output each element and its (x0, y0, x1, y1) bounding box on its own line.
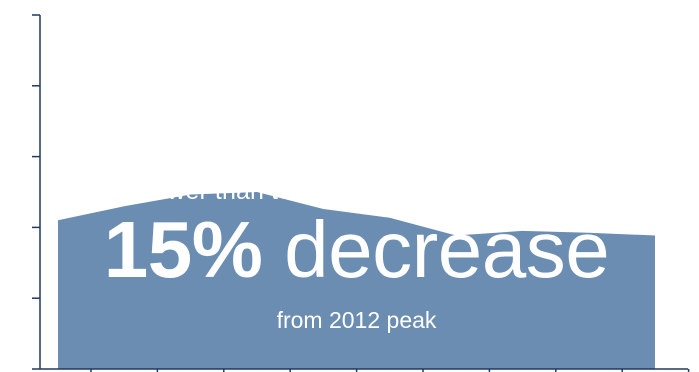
axes (32, 14, 690, 372)
annotation-line-4: from 2012 peak (276, 307, 437, 333)
annotation-line-1: Serious injury frequency rate only sligh… (127, 145, 586, 173)
headline-percentage: 15% (103, 205, 263, 294)
annotation-headline: 15% decrease (58, 204, 655, 296)
area-series (58, 192, 655, 369)
annotation-line-2: lower than ten years ago but shows a (147, 177, 566, 205)
headline-word: decrease (284, 205, 610, 294)
